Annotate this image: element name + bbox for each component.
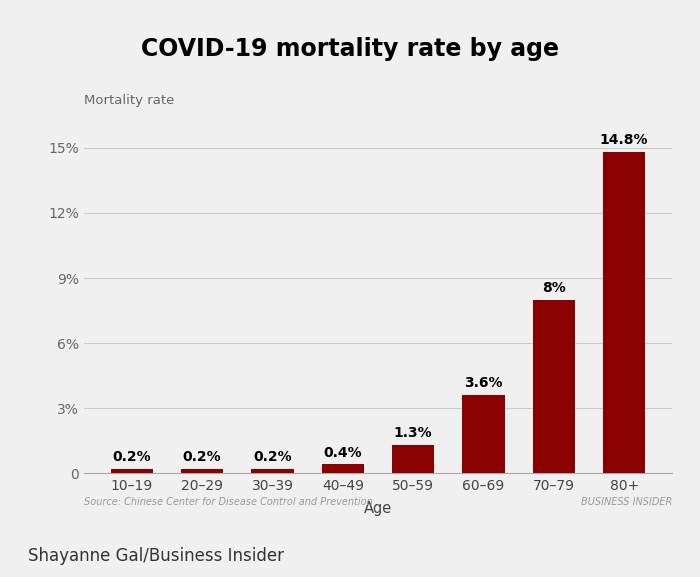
Bar <box>392 445 434 473</box>
Bar <box>322 464 364 473</box>
Text: Source: Chinese Center for Disease Control and Prevention: Source: Chinese Center for Disease Contr… <box>84 497 372 507</box>
Bar <box>111 469 153 473</box>
Text: Mortality rate: Mortality rate <box>84 93 174 107</box>
Text: COVID-19 mortality rate by age: COVID-19 mortality rate by age <box>141 36 559 61</box>
Bar <box>463 395 505 473</box>
Text: 14.8%: 14.8% <box>600 133 648 148</box>
Text: 0.4%: 0.4% <box>323 445 362 460</box>
Text: Shayanne Gal/Business Insider: Shayanne Gal/Business Insider <box>28 548 284 565</box>
Text: 1.3%: 1.3% <box>394 426 433 440</box>
Text: BUSINESS INSIDER: BUSINESS INSIDER <box>581 497 672 507</box>
Text: 0.2%: 0.2% <box>183 450 221 464</box>
Text: 0.2%: 0.2% <box>113 450 151 464</box>
Text: 3.6%: 3.6% <box>464 376 503 390</box>
Bar <box>251 469 293 473</box>
X-axis label: Age: Age <box>364 501 392 516</box>
Text: 8%: 8% <box>542 281 566 295</box>
Text: 0.2%: 0.2% <box>253 450 292 464</box>
Bar <box>181 469 223 473</box>
Bar <box>533 299 575 473</box>
Bar <box>603 152 645 473</box>
